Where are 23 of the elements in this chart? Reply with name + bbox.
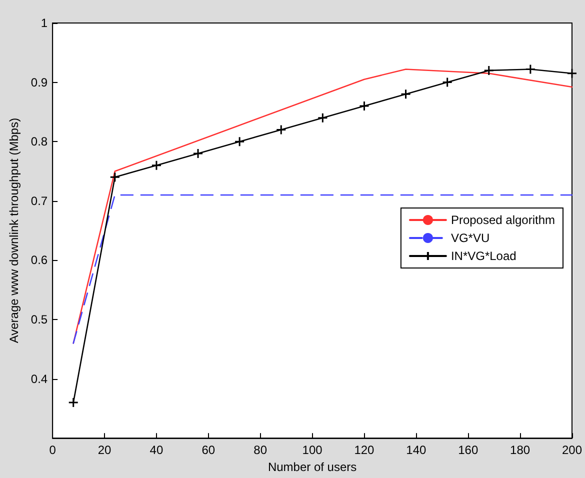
y-axis-title: Average www downlink throughput (Mbps): [7, 118, 21, 344]
y-tick-label: 0.6: [30, 253, 48, 268]
legend-label: IN*VG*Load: [450, 249, 516, 263]
legend-label: Proposed algorithm: [450, 213, 556, 227]
x-tick-label: 60: [202, 443, 216, 458]
y-tick-label: 1: [40, 16, 48, 30]
x-tick-label: 120: [354, 443, 375, 458]
y-tick-label: 0.5: [30, 312, 48, 326]
x-axis-title: Number of users: [268, 460, 357, 474]
x-tick-label: 40: [150, 443, 164, 458]
y-tick-label: 0.4: [30, 372, 48, 386]
y-tick-label: 0.9: [30, 75, 48, 90]
x-tick-label: 80: [254, 443, 268, 458]
y-tick-label: 0.8: [30, 134, 48, 149]
x-tick-label: 160: [458, 443, 478, 458]
x-tick-label: 200: [562, 443, 582, 458]
x-tick-label: 0: [49, 443, 56, 458]
x-tick-label: 140: [406, 443, 426, 458]
x-tick-label: 100: [302, 443, 323, 458]
y-tick-label: 0.7: [30, 194, 48, 208]
x-tick-label: 20: [98, 443, 112, 458]
x-tick-label: 180: [510, 443, 530, 458]
legend-label: VG*VU: [450, 231, 490, 245]
